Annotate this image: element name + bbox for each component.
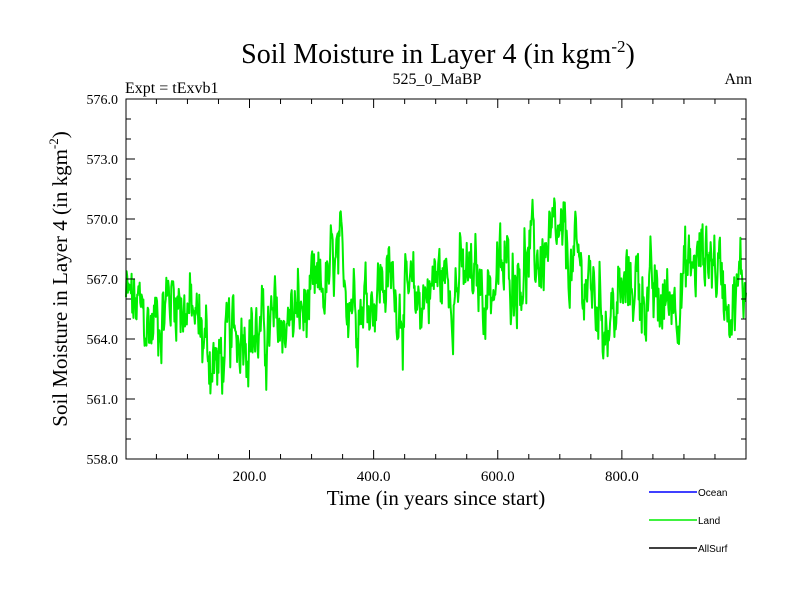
x-tick-label: 200.0 <box>233 469 267 485</box>
y-axis-label: Soil Moisture in Layer 4 (in kgm-2) <box>46 131 72 426</box>
legend-label-ocean: Ocean <box>698 488 727 499</box>
tick-layer <box>126 98 746 460</box>
season-label: Ann <box>724 71 752 88</box>
legend: Ocean Land AllSurf <box>649 488 728 555</box>
y-axis-label-main: Soil Moisture in Layer 4 (in kgm <box>48 149 72 427</box>
chart-title-close: ) <box>626 39 635 70</box>
experiment-label: Expt = tExvb1 <box>125 80 218 97</box>
y-axis-label-superscript: -2 <box>46 138 61 149</box>
chart-title-main: Soil Moisture in Layer 4 (in kgm <box>241 39 611 70</box>
x-tick-label: 400.0 <box>357 469 391 485</box>
y-tick-label: 561.0 <box>87 393 119 408</box>
series-line-land <box>125 197 747 395</box>
chart-title-superscript: -2 <box>611 37 625 56</box>
y-tick-label: 567.0 <box>87 273 119 288</box>
chart-title: Soil Moisture in Layer 4 (in kgm-2) <box>241 37 635 70</box>
series-layer <box>125 197 747 395</box>
x-tick-label: 600.0 <box>481 469 515 485</box>
x-axis-label: Time (in years since start) <box>327 486 546 510</box>
tick-label-layer: 558.0 561.0 564.0 567.0 570.0 573.0 576.0 200.0… <box>87 93 639 485</box>
y-tick-label: 570.0 <box>87 213 119 228</box>
y-tick-label: 573.0 <box>87 153 119 168</box>
period-label: 525_0_MaBP <box>393 71 482 88</box>
legend-label-allsurf: AllSurf <box>698 544 728 555</box>
y-tick-label: 564.0 <box>87 333 119 348</box>
y-tick-label: 576.0 <box>87 93 119 108</box>
y-tick-label: 558.0 <box>87 453 119 468</box>
legend-label-land: Land <box>698 516 720 527</box>
x-tick-label: 800.0 <box>605 469 639 485</box>
y-axis-label-close: ) <box>48 131 72 138</box>
